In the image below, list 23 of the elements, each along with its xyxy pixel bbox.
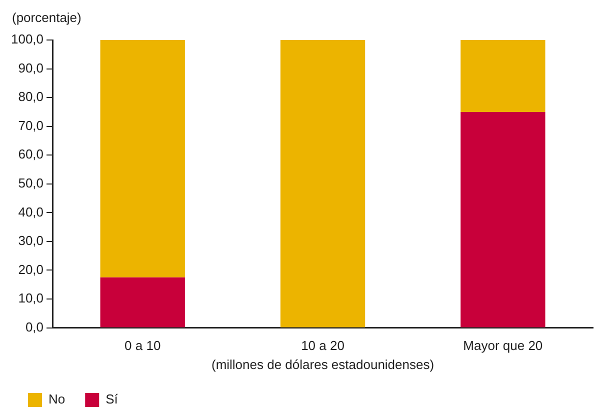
y-tick-label: 70,0 <box>18 118 44 133</box>
y-tick-label: 30,0 <box>18 233 44 248</box>
y-tick-label: 50,0 <box>18 175 44 190</box>
y-tick-label: 0,0 <box>25 319 44 334</box>
bar <box>460 112 546 328</box>
y-tick-label: 40,0 <box>18 204 44 220</box>
legend-label: No <box>48 392 66 407</box>
x-tick-label: 10 a 20 <box>301 338 344 354</box>
y-tick-label: 80,0 <box>18 89 44 104</box>
y-tick-label: 10,0 <box>18 290 44 306</box>
x-axis-title: (millones de dólares estadounidenses) <box>211 356 434 372</box>
bar <box>100 40 185 278</box>
y-tick-label: 100,0 <box>10 32 44 47</box>
bar <box>100 277 185 328</box>
bar <box>280 40 366 328</box>
x-tick-label: Mayor que 20 <box>463 338 543 354</box>
y-tick-label: 90,0 <box>18 60 44 76</box>
y-axis-title: (porcentaje) <box>12 10 82 26</box>
bar <box>460 40 546 112</box>
y-tick-label: 60,0 <box>18 146 44 162</box>
x-tick-label: 0 a 10 <box>124 338 161 354</box>
legend-label: Sí <box>106 392 118 407</box>
y-tick-label: 20,0 <box>18 262 44 277</box>
